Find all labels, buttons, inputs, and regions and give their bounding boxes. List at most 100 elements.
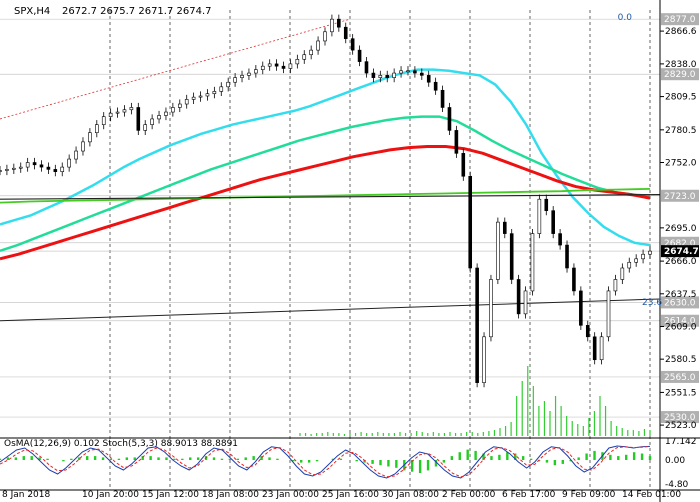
candle-body — [254, 69, 258, 74]
candle-body — [613, 279, 618, 292]
candle-body — [143, 124, 148, 131]
candle-body — [461, 153, 466, 177]
candle-body — [74, 150, 78, 160]
candle-body — [226, 81, 230, 88]
y-tick-label: 2809.5 — [665, 93, 697, 103]
candle-body — [101, 116, 106, 125]
candle-body — [316, 40, 320, 51]
candle-body — [592, 336, 597, 361]
candle-body — [219, 86, 224, 92]
candle-body — [171, 107, 175, 113]
candle-body — [509, 233, 514, 280]
level-label-box — [661, 314, 699, 327]
candle-body — [205, 93, 210, 97]
x-tick-label: 10 Jan 20:00 — [82, 490, 139, 500]
candle-body — [46, 166, 51, 170]
candle-body — [108, 112, 113, 117]
candle-body — [627, 261, 632, 269]
candle-body — [191, 96, 196, 100]
level-label: 2674.7 — [664, 247, 699, 257]
y-tick-label: 2666.0 — [665, 257, 697, 267]
candle-body — [420, 72, 424, 76]
candle-body — [454, 130, 459, 154]
candle-body — [0, 170, 2, 172]
y-tick-label: 2780.5 — [665, 126, 697, 136]
level-label: 2682.0 — [664, 239, 696, 249]
candle-body — [247, 72, 251, 76]
candle-body — [295, 59, 300, 65]
candle-body — [585, 325, 590, 338]
candle-body — [323, 31, 327, 42]
candle-body — [233, 77, 237, 83]
series-line — [0, 68, 651, 247]
candle-body — [530, 233, 535, 292]
series-line — [0, 188, 651, 204]
candle-body — [136, 107, 141, 131]
oscillator-label: OsMA(12,26,9) 0.102 Stoch(5,3,3) 88.9013… — [4, 439, 238, 449]
candle-body — [537, 198, 542, 234]
candle-body — [288, 63, 293, 69]
candle-body — [25, 162, 30, 168]
ohlc-label: 2672.7 2675.7 2671.7 2674.7 — [62, 6, 212, 17]
level-label: 2530.0 — [664, 413, 696, 423]
x-tick-label: 30 Jan 08:00 — [382, 490, 439, 500]
y-tick-label: 2838.0 — [665, 60, 697, 70]
x-tick-label: 14 Feb 01:00 — [622, 490, 681, 500]
candle-body — [371, 72, 376, 78]
candle-body — [240, 75, 244, 78]
candle-body — [433, 81, 438, 91]
level-label-box — [661, 245, 699, 258]
volume-bars — [299, 366, 651, 436]
candle-body — [599, 336, 604, 361]
candle-body — [53, 169, 58, 172]
candle-body — [426, 75, 431, 83]
y-tick-label: 2637.5 — [665, 290, 697, 300]
candle-body — [482, 336, 486, 383]
candle-body — [565, 244, 569, 269]
candle-body — [523, 290, 528, 315]
candle-body — [330, 18, 334, 33]
candle-body — [32, 162, 37, 166]
candle-body — [579, 290, 583, 326]
candle-body — [157, 115, 161, 120]
candle-body — [95, 124, 99, 133]
level-label-box — [661, 296, 699, 309]
candle-body — [620, 267, 625, 280]
candle-body — [489, 279, 493, 338]
candle-body — [88, 132, 92, 143]
candle-body — [378, 75, 383, 78]
trend-line — [0, 18, 351, 120]
candle-body — [558, 233, 562, 246]
y-tick-label: 2523.0 — [665, 421, 697, 431]
candle-body — [572, 267, 576, 292]
level-label-box — [661, 370, 699, 383]
candle-body — [551, 210, 555, 234]
candle-body — [634, 258, 638, 263]
candle-body — [39, 164, 44, 168]
candle-body — [12, 167, 16, 170]
candle-body — [413, 70, 417, 74]
candle-body — [447, 107, 452, 131]
y-tick-label: 2609.0 — [665, 322, 697, 332]
candle-body — [337, 18, 341, 28]
candle-body — [350, 38, 355, 51]
candle-body — [606, 290, 611, 338]
y-tick-label: 2752.0 — [665, 159, 697, 169]
x-tick-label: 6 Feb 17:00 — [502, 490, 556, 500]
candle-body — [18, 166, 23, 169]
candle-body — [357, 49, 362, 62]
x-tick-label: 23 Jan 00:00 — [262, 490, 319, 500]
x-tick-label: 2 Feb 00:00 — [442, 490, 496, 500]
candle-body — [475, 267, 479, 383]
x-tick-label: 8 Jan 2018 — [2, 490, 50, 500]
stoch-line — [0, 445, 651, 479]
level-label-box — [661, 68, 699, 81]
candle-body — [212, 91, 217, 95]
candle-body — [150, 118, 154, 125]
y-tick-label: 2695.0 — [665, 224, 697, 234]
level-label: 2723.0 — [664, 192, 696, 202]
series-line — [0, 145, 651, 261]
trend-line — [0, 298, 661, 322]
trend-line — [0, 194, 661, 200]
